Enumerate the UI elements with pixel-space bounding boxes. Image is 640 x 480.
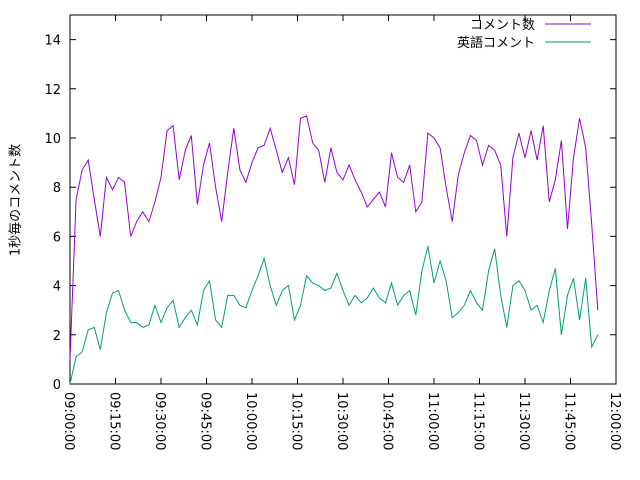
x-tick-label: 10:00:00 bbox=[243, 392, 258, 450]
y-tick-label: 0 bbox=[53, 378, 61, 393]
x-tick-label: 09:30:00 bbox=[152, 392, 167, 450]
x-tick-label: 11:00:00 bbox=[425, 392, 440, 450]
y-tick-label: 10 bbox=[44, 132, 61, 147]
x-tick-label: 12:00:00 bbox=[607, 392, 622, 450]
y-tick-label: 4 bbox=[53, 280, 61, 295]
x-tick-label: 10:15:00 bbox=[289, 392, 304, 450]
x-tick-label: 11:15:00 bbox=[471, 392, 486, 450]
y-tick-label: 8 bbox=[53, 181, 61, 196]
legend-label: コメント数 bbox=[470, 18, 535, 33]
y-tick-label: 12 bbox=[44, 83, 61, 98]
plot-frame bbox=[69, 14, 617, 385]
x-tick-label: 10:45:00 bbox=[380, 392, 395, 450]
x-tick-label: 11:45:00 bbox=[562, 392, 577, 450]
series-line bbox=[69, 115, 599, 360]
legend-label: 英語コメント bbox=[457, 35, 535, 51]
y-tick-label: 2 bbox=[53, 329, 61, 344]
x-tick-label: 11:30:00 bbox=[516, 392, 531, 450]
y-tick-label: 14 bbox=[44, 34, 61, 49]
x-tick-label: 09:45:00 bbox=[198, 392, 213, 450]
x-tick-label: 09:15:00 bbox=[107, 392, 122, 450]
y-axis-label: 1秒毎のコメント数 bbox=[8, 144, 24, 256]
x-tick-label: 09:00:00 bbox=[61, 392, 76, 450]
series-line bbox=[69, 246, 599, 385]
x-tick-label: 10:30:00 bbox=[334, 392, 349, 450]
y-tick-label: 6 bbox=[53, 230, 61, 245]
